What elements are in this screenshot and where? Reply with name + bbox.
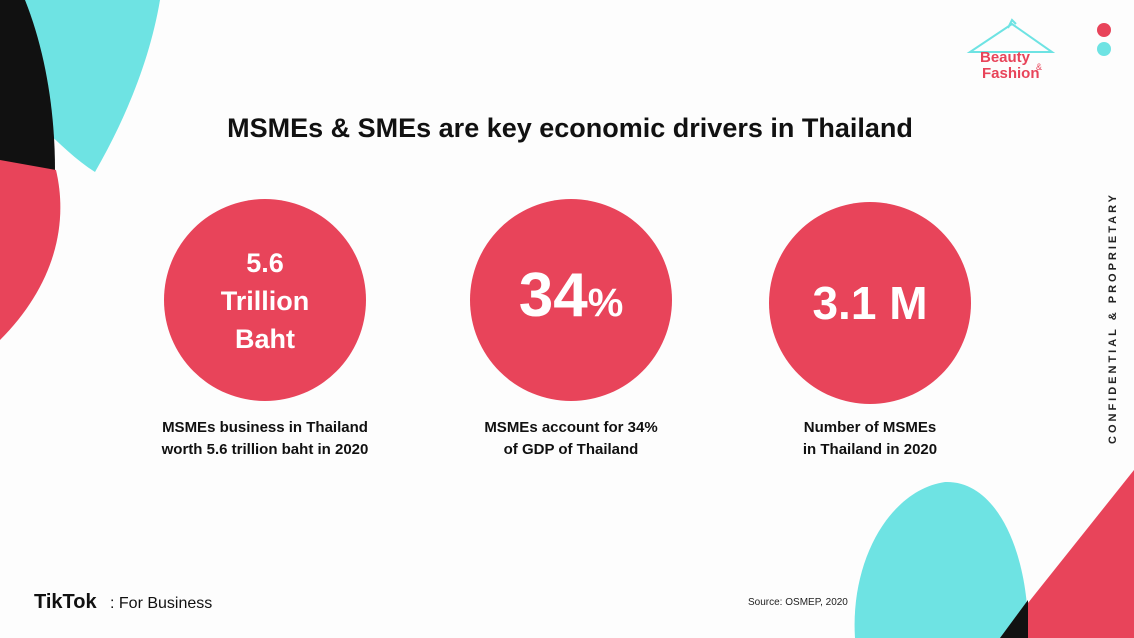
stat-circle xyxy=(470,199,672,401)
stat-caption: Number of MSMEs xyxy=(804,419,937,436)
stat-circle xyxy=(164,199,366,401)
stat-figure: 5.6 xyxy=(246,248,284,278)
stat-caption: MSMEs account for 34% xyxy=(484,419,657,436)
deco-cyan xyxy=(854,481,1029,638)
side-note: CONFIDENTIAL & PROPRIETARY xyxy=(1107,192,1119,444)
title: MSMEs & SMEs are key economic drivers in… xyxy=(227,113,913,143)
stat-caption: in Thailand in 2020 xyxy=(803,441,937,458)
stat-circle xyxy=(769,202,971,404)
hanger-icon xyxy=(966,18,1056,53)
logo: TikTok xyxy=(34,591,97,613)
stat-caption: of GDP of Thailand xyxy=(504,441,639,458)
deco-black xyxy=(1000,600,1028,638)
stat-figure: Baht xyxy=(235,324,295,354)
dot xyxy=(1097,23,1111,37)
stat-caption: MSMEs business in Thailand xyxy=(162,419,368,436)
brand-word: Fashion xyxy=(982,65,1040,82)
stat-figure: Trillion xyxy=(221,286,310,316)
stat-figure: 3.1 M xyxy=(812,277,927,329)
deco-cyan xyxy=(0,0,160,172)
brand-word: Beauty xyxy=(980,49,1031,66)
deco-red xyxy=(0,160,61,340)
stat-unit: % xyxy=(588,281,624,325)
stats: 5.6 Trillion Baht MSMEs business in Thailan… xyxy=(161,199,971,458)
deco-red xyxy=(1000,470,1134,638)
logo-suffix: : For Business xyxy=(110,595,212,612)
source: Source: OSMEP, 2020 xyxy=(748,597,848,608)
brand-amp: & xyxy=(1036,62,1042,72)
deco-black xyxy=(0,0,55,170)
stat-figure: 34% xyxy=(519,261,624,330)
logo-suffix-text: For Business xyxy=(119,595,212,612)
dot xyxy=(1097,42,1111,56)
stat-caption: worth 5.6 trillion baht in 2020 xyxy=(161,441,369,458)
stat-number: 34 xyxy=(519,261,588,330)
